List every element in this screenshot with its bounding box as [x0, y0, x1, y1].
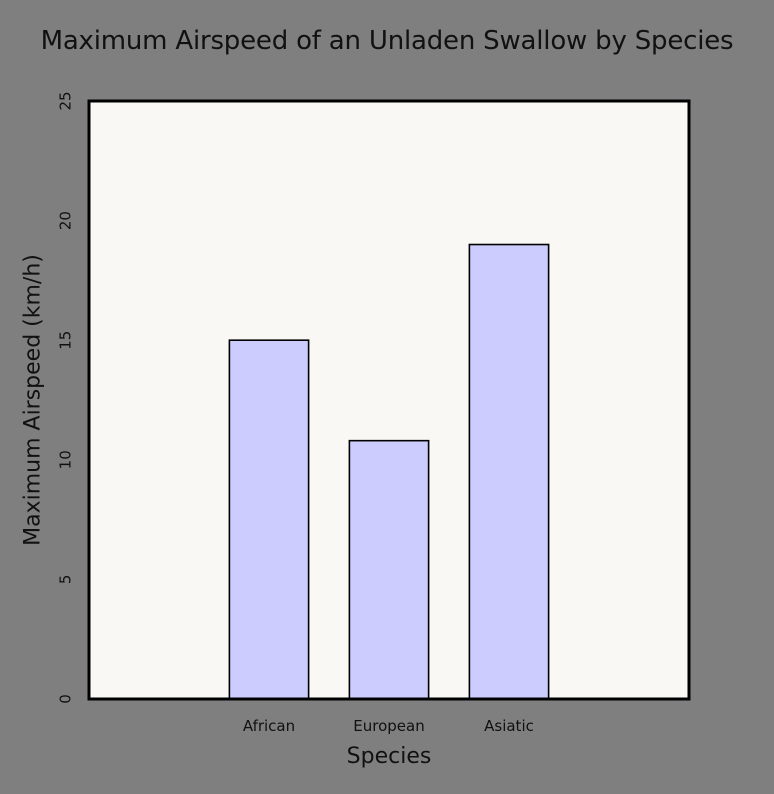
y-tick-label: 5 — [57, 575, 75, 585]
x-axis-label: Species — [346, 744, 432, 769]
plot-frame — [87, 99, 691, 701]
y-tick-label: 20 — [57, 211, 75, 230]
bar-african — [228, 339, 310, 700]
x-tick-label: European — [353, 717, 424, 735]
bar-european — [348, 439, 430, 700]
x-tick-label: African — [243, 717, 295, 735]
y-tick-label: 0 — [57, 694, 75, 704]
bars-layer — [228, 243, 550, 700]
y-tick-label: 25 — [57, 91, 75, 110]
ticks-layer: African European Asiatic 0 5 10 15 20 25 — [57, 91, 534, 735]
y-tick-label: 10 — [57, 450, 75, 469]
y-tick-label: 15 — [57, 331, 75, 350]
x-tick-label: Asiatic — [484, 717, 534, 735]
bar-asiatic — [468, 243, 550, 700]
chart-title: Maximum Airspeed of an Unladen Swallow b… — [40, 26, 734, 56]
